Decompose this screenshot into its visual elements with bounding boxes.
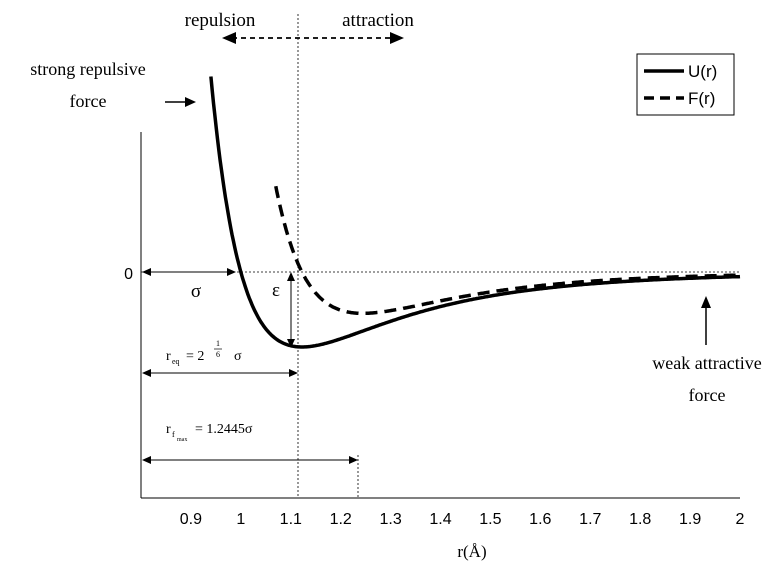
strong-repulsive-arrowhead — [185, 97, 196, 107]
x-tick-label: 1.7 — [579, 511, 601, 528]
y-tick-zero: 0 — [124, 266, 133, 283]
req-formula: r eq = 2 1 6 σ — [166, 339, 242, 366]
rfmax-arrowhead-left — [142, 456, 151, 464]
svg-text:= 1.2445σ: = 1.2445σ — [195, 422, 253, 437]
x-tick-label: 1.9 — [679, 511, 701, 528]
svg-text:f: f — [172, 430, 175, 439]
svg-text:= 2: = 2 — [186, 349, 204, 364]
svg-text:6: 6 — [216, 350, 220, 359]
attraction-label: attraction — [342, 10, 414, 31]
series-u-line — [209, 76, 741, 349]
attraction-arrowhead — [390, 32, 404, 44]
x-tick-label: 1.4 — [429, 511, 451, 528]
svg-text:r: r — [166, 349, 171, 364]
x-tick-label: 1.2 — [330, 511, 352, 528]
svg-text:max: max — [177, 437, 187, 443]
x-tick-label: 1.1 — [280, 511, 302, 528]
req-arrowhead-left — [142, 369, 151, 377]
sigma-label: σ — [191, 281, 201, 302]
weak-attractive-arrowhead — [701, 296, 711, 308]
sigma-arrowhead-right — [227, 268, 236, 276]
legend-label-f: F(r) — [688, 89, 715, 108]
repulsion-arrowhead — [222, 32, 236, 44]
epsilon-label: ε — [272, 280, 280, 301]
x-tick-label: 1.6 — [529, 511, 551, 528]
x-tick-label: 2 — [736, 511, 745, 528]
strong-repulsive-label-line1: strong repulsive — [30, 59, 145, 79]
legend-label-u: U(r) — [688, 62, 717, 81]
epsilon-arrowhead-bottom — [287, 339, 295, 348]
req-arrowhead-right — [289, 369, 298, 377]
repulsion-label: repulsion — [185, 10, 256, 31]
x-tick-label: 1 — [236, 511, 245, 528]
x-tick-label: 0.9 — [180, 511, 202, 528]
weak-attractive-label-line1: weak attractive — [652, 353, 761, 373]
svg-text:eq: eq — [172, 357, 180, 366]
svg-text:r: r — [166, 422, 171, 437]
svg-text:σ: σ — [234, 349, 242, 364]
rfmax-formula: r f max = 1.2445σ — [166, 422, 253, 443]
strong-repulsive-label-line2: force — [70, 91, 107, 111]
x-tick-label: 1.5 — [479, 511, 501, 528]
series-f-line — [274, 185, 741, 316]
weak-attractive-label-line2: force — [689, 385, 726, 405]
epsilon-arrowhead-top — [287, 272, 295, 281]
x-tick-label: 1.8 — [629, 511, 651, 528]
x-axis-label: r(Å) — [457, 542, 486, 561]
sigma-arrowhead-left — [142, 268, 151, 276]
rfmax-arrowhead-right — [349, 456, 358, 464]
svg-text:1: 1 — [216, 339, 220, 348]
x-tick-label: 1.3 — [379, 511, 401, 528]
legend: U(r) F(r) — [636, 53, 735, 116]
